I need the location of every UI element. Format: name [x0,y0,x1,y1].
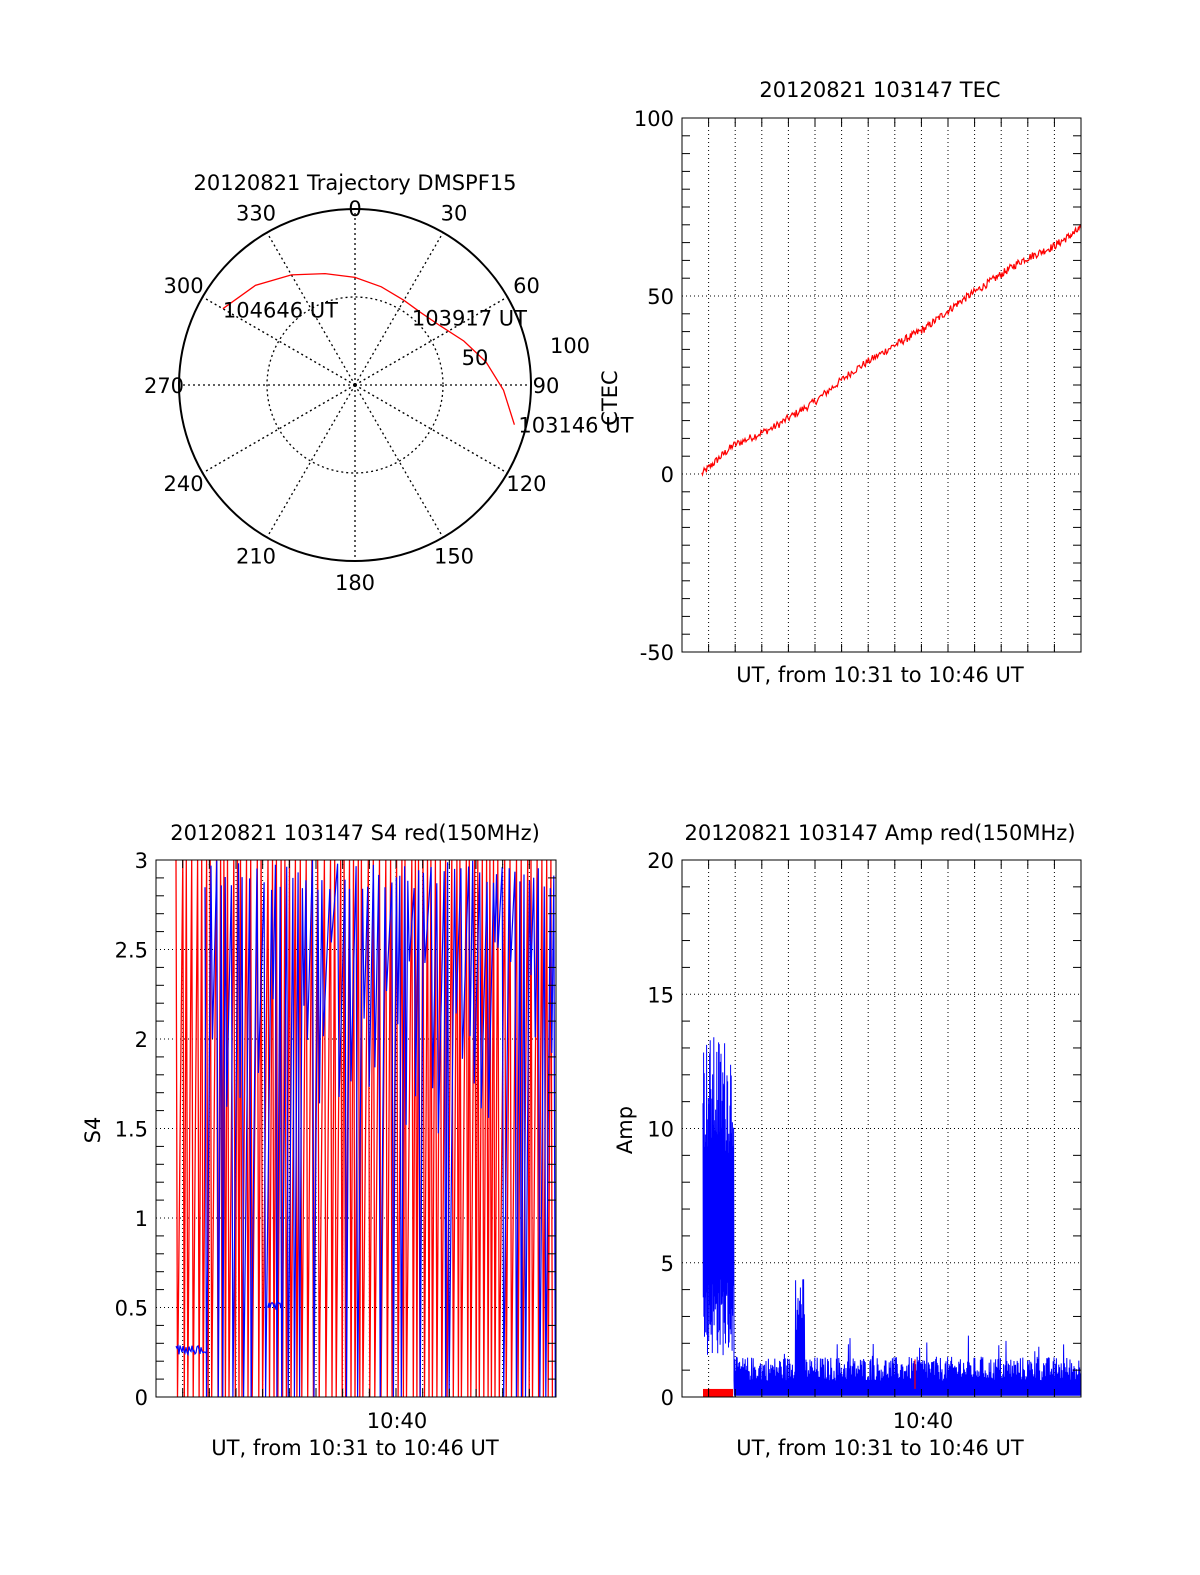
amp-ticks: 0 5 10 15 20 10:40 [647,849,1081,1433]
s4-y-tick-label: 3 [135,849,148,873]
s4-x-tick-label: 10:40 [367,1409,428,1433]
polar-track-line [222,272,516,425]
tec-chart: 20120821 103147 TEC -50 0 50 100 UT, from 1… [598,78,1082,687]
s4-chart: 20120821 103147 S4 red(150MHz) 0 0.5 1 1.5 2… [81,821,557,1460]
polar-chart-title: 20120821 Trajectory DMSPF15 [193,171,516,195]
polar-trajectory-chart: 20120821 Trajectory DMSPF15 0 30 60 90 120 15… [144,171,634,595]
amp-x-tick-label: 10:40 [893,1409,954,1433]
s4-chart-title: 20120821 103147 S4 red(150MHz) [170,821,540,845]
s4-y-tick-label: 0.5 [115,1297,148,1321]
s4-x-axis-label: UT, from 10:31 to 10:46 UT [211,1436,499,1460]
tec-ticks: -50 0 50 100 [634,107,1081,665]
polar-outer-circle [178,208,532,562]
polar-inner-ring [266,296,444,474]
amp-y-tick-label: 10 [647,1118,674,1142]
s4-y-tick-label: 2.5 [115,939,148,963]
tec-line [701,223,1082,477]
polar-grid [179,209,531,561]
polar-angle-label: 120 [506,472,546,496]
s4-series [175,859,556,1398]
polar-annotation-end: 104646 UT [223,299,338,323]
polar-angle-label: 30 [441,202,468,226]
s4-y-tick-label: 2 [135,1028,148,1052]
amp-red-series [703,1388,733,1397]
polar-spoke [202,296,356,386]
polar-angle-label: 60 [513,274,540,298]
s4-y-tick-label: 0 [135,1386,148,1410]
s4-blue-series [204,860,556,1398]
polar-spoke [354,384,508,474]
amp-chart-title: 20120821 103147 Amp red(150MHz) [684,821,1075,845]
polar-angle-label: 300 [163,274,203,298]
amp-blue-series [702,1037,1082,1396]
polar-angle-label: 210 [236,544,276,568]
amp-y-axis-label: Amp [613,1106,637,1154]
amp-chart: 20120821 103147 Amp red(150MHz) 0 5 10 15 20… [613,821,1082,1460]
polar-annotation-start: 103146 UT [518,414,633,438]
amp-y-tick-label: 5 [661,1252,674,1276]
amp-x-axis-label: UT, from 10:31 to 10:46 UT [736,1436,1024,1460]
amp-series [702,1037,1082,1397]
tec-y-axis-label: CTEC [598,370,622,425]
tec-chart-title: 20120821 103147 TEC [759,78,1000,102]
tec-series [701,223,1082,477]
s4-y-tick-label: 1 [135,1207,148,1231]
polar-track [222,272,516,425]
polar-spoke [354,232,444,386]
polar-spoke [266,384,356,538]
polar-radial-label: 50 [462,346,489,370]
tec-grid [682,118,1081,652]
amp-y-tick-label: 20 [647,849,674,873]
tec-y-tick-label: 50 [647,285,674,309]
polar-angle-label: 180 [335,571,375,595]
polar-labels: 0 30 60 90 120 150 180 210 240 270 300 330 50 100 1046… [144,197,634,595]
polar-angle-label: 0 [348,197,361,221]
tec-plot-frame [681,117,1082,653]
amp-plot-frame [681,859,1082,1398]
polar-angle-label: 150 [434,544,474,568]
polar-annotation-mid: 103917 UT [412,307,527,331]
s4-y-axis-label: S4 [81,1117,105,1144]
tec-y-tick-label: 0 [661,463,674,487]
s4-plot-frame [155,859,557,1398]
tec-y-tick-label: 100 [634,107,674,131]
polar-angle-label: 90 [533,374,560,398]
s4-y-tick-label: 1.5 [115,1118,148,1142]
tec-x-axis-label: UT, from 10:31 to 10:46 UT [736,663,1024,687]
s4-blue-low-segment [175,1343,208,1357]
polar-angle-label: 330 [236,202,276,226]
amp-y-tick-label: 0 [661,1386,674,1410]
s4-blue-low-segment [267,1301,282,1310]
polar-angle-label: 240 [163,472,203,496]
polar-spoke [202,384,356,474]
tec-y-tick-label: -50 [640,641,674,665]
polar-spoke [354,384,444,538]
amp-grid [682,860,1081,1397]
s4-ticks: 0 0.5 1 1.5 2 2.5 3 10:40 [115,849,556,1433]
polar-angle-label: 270 [144,374,184,398]
polar-radial-label: 100 [550,334,590,358]
polar-spoke [354,296,508,386]
amp-y-tick-label: 15 [647,983,674,1007]
polar-spoke [266,232,356,386]
